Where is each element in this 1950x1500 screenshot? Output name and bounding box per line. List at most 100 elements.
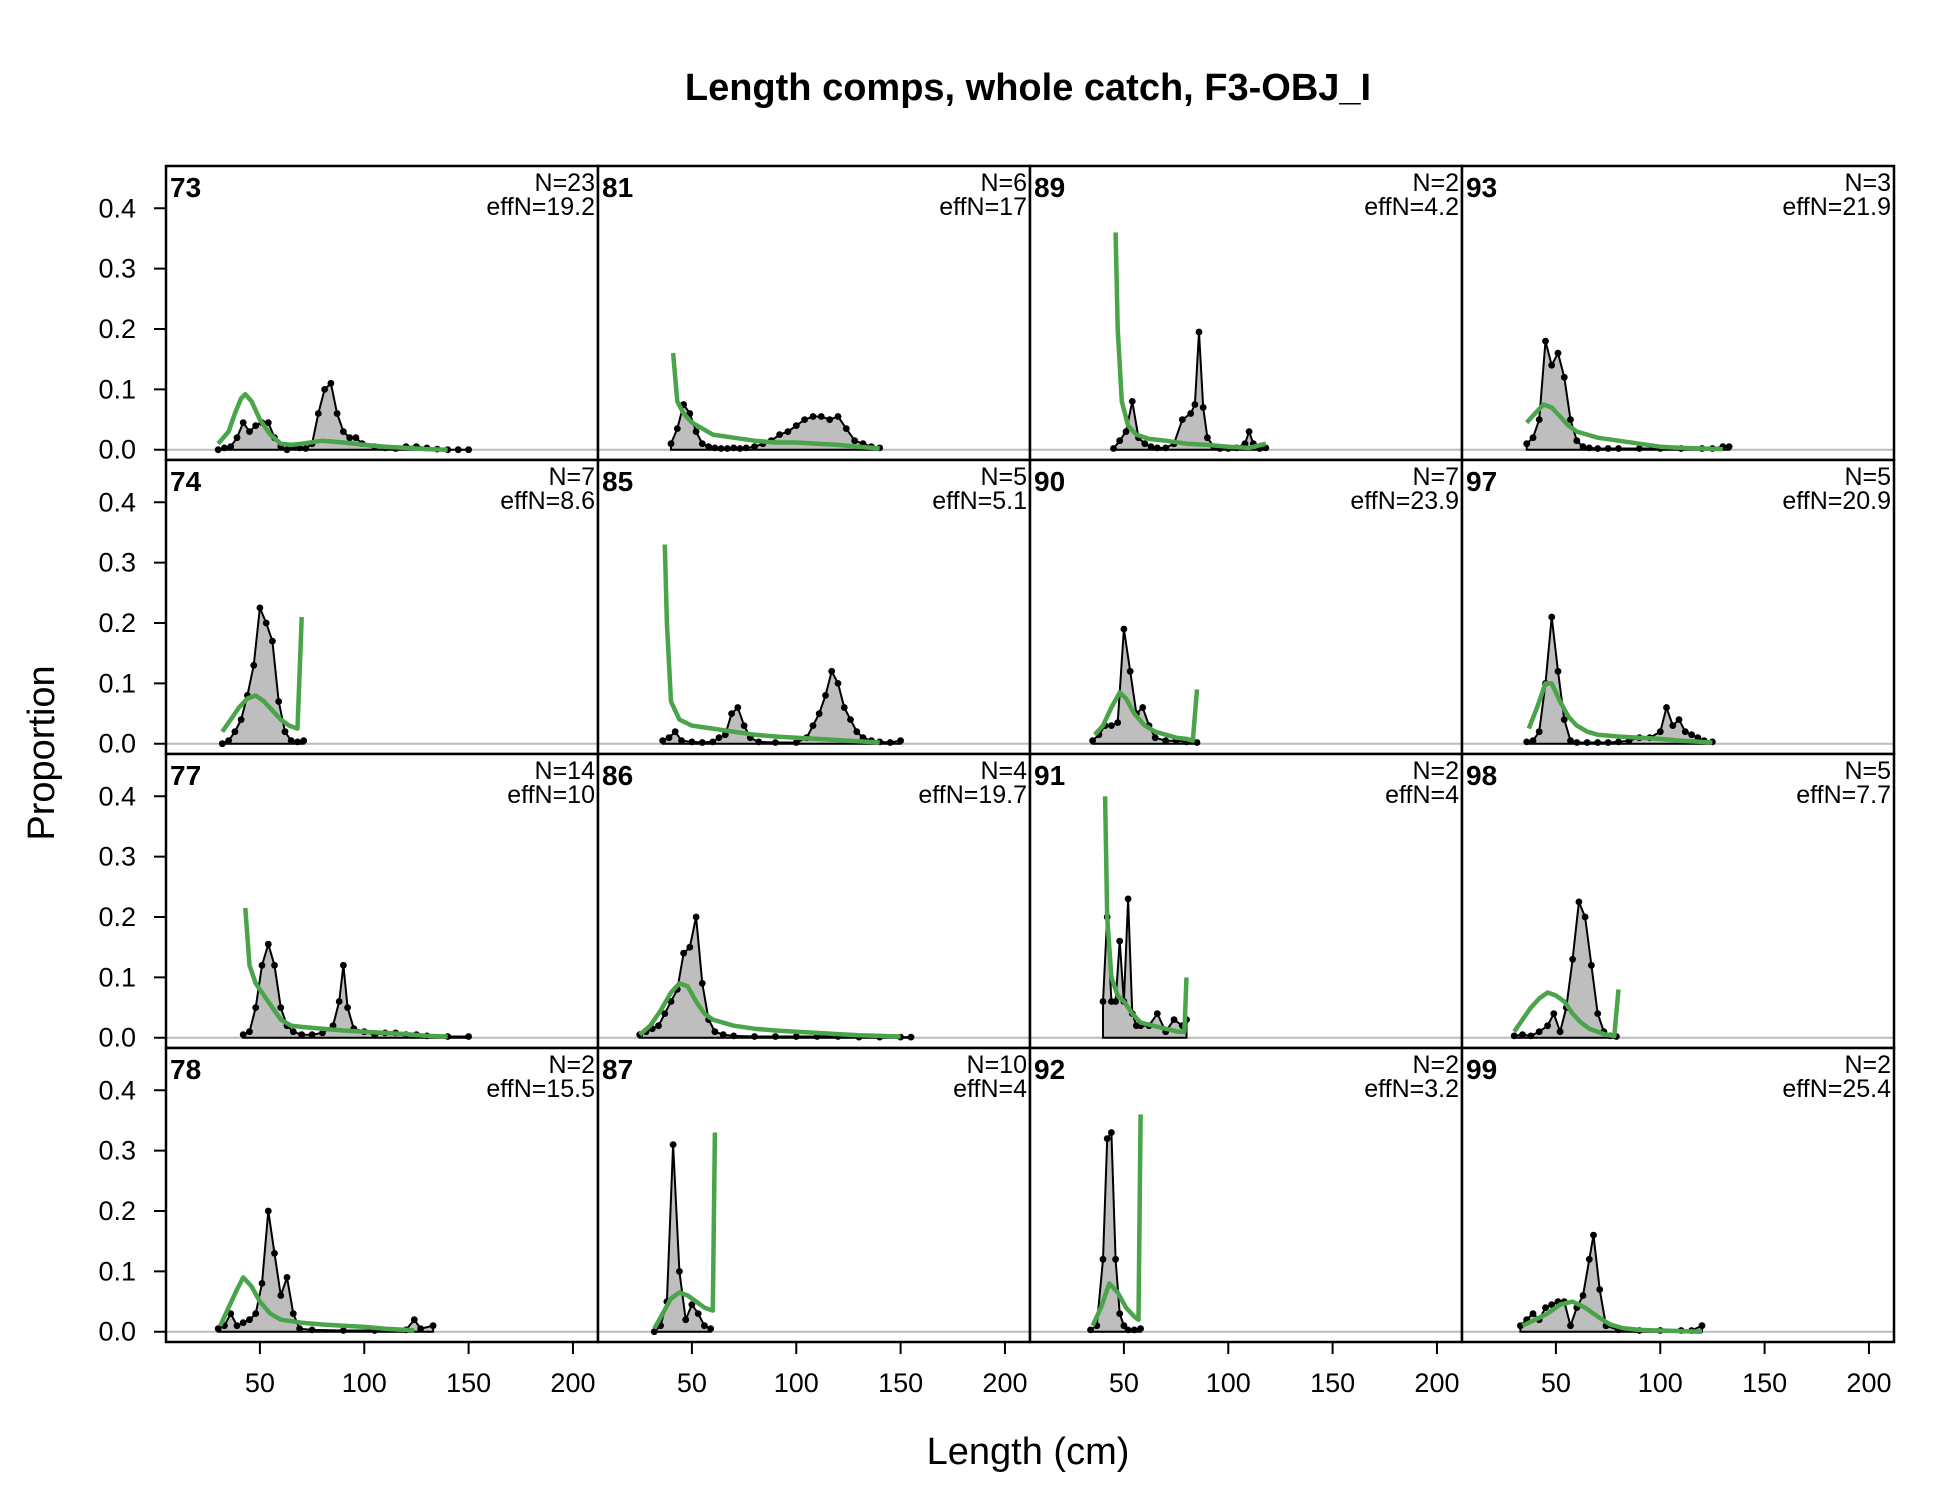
observed-point bbox=[669, 1141, 677, 1148]
observed-point bbox=[1087, 1326, 1094, 1334]
observed-point bbox=[283, 446, 291, 454]
observed-point bbox=[1141, 440, 1149, 448]
x-tick-label: 150 bbox=[446, 1368, 491, 1398]
observed-point bbox=[429, 1322, 437, 1330]
panel-background bbox=[166, 460, 598, 754]
y-tick-label: 0.4 bbox=[98, 1075, 136, 1105]
observed-point bbox=[340, 1327, 347, 1334]
y-tick-label: 0.2 bbox=[98, 902, 136, 932]
observed-point bbox=[847, 716, 854, 723]
panel-n-label: N=10 bbox=[967, 1051, 1027, 1079]
observed-point bbox=[736, 445, 744, 452]
observed-point bbox=[776, 431, 783, 438]
observed-point bbox=[709, 738, 717, 746]
observed-point bbox=[1137, 1325, 1144, 1333]
observed-point bbox=[1556, 1028, 1564, 1036]
observed-point bbox=[1527, 1032, 1535, 1040]
observed-point bbox=[281, 728, 289, 736]
observed-point bbox=[465, 1033, 472, 1040]
panel-background bbox=[1462, 460, 1894, 754]
expected-line bbox=[638, 981, 901, 1039]
observed-point bbox=[1569, 955, 1576, 963]
observed-point bbox=[650, 1328, 658, 1336]
panel-effn-label: effN=4 bbox=[953, 1075, 1027, 1103]
observed-point bbox=[227, 443, 235, 451]
observed-point bbox=[1116, 937, 1124, 945]
x-tick-label: 100 bbox=[1206, 1368, 1251, 1398]
y-axis-label: Proportion bbox=[21, 665, 63, 840]
observed-point bbox=[1548, 1301, 1556, 1308]
observed-point bbox=[269, 637, 276, 645]
x-tick-label: 150 bbox=[1310, 1368, 1355, 1398]
observed-point bbox=[1688, 731, 1695, 739]
observed-point bbox=[1523, 738, 1531, 746]
observed-point bbox=[1089, 737, 1096, 745]
panel-id-label: 87 bbox=[602, 1054, 633, 1085]
observed-point bbox=[1594, 739, 1602, 746]
observed-point bbox=[1675, 716, 1683, 723]
observed-point bbox=[233, 1322, 241, 1330]
x-tick-label: 200 bbox=[1414, 1368, 1459, 1398]
observed-point bbox=[701, 1322, 708, 1330]
observed-point bbox=[1594, 445, 1602, 452]
observed-point bbox=[410, 1316, 418, 1324]
expected-line bbox=[1525, 402, 1723, 452]
observed-point bbox=[1544, 1022, 1551, 1030]
observed-point bbox=[252, 1004, 260, 1011]
observed-point bbox=[298, 1031, 306, 1039]
panel-id-label: 91 bbox=[1034, 760, 1065, 791]
y-tick-label: 0.1 bbox=[98, 962, 136, 992]
observed-point bbox=[333, 410, 341, 417]
observed-point bbox=[1548, 361, 1556, 369]
observed-point bbox=[1120, 625, 1128, 633]
panel-id-label: 89 bbox=[1034, 172, 1065, 203]
observed-point bbox=[214, 1325, 222, 1333]
observed-point bbox=[1110, 445, 1117, 452]
observed-point bbox=[755, 738, 763, 746]
expected-line bbox=[652, 1132, 718, 1330]
panel-n-label: N=3 bbox=[1844, 169, 1891, 197]
observed-point bbox=[1560, 716, 1568, 723]
panel-effn-label: effN=19.7 bbox=[918, 781, 1027, 809]
panel-effn-label: effN=21.9 bbox=[1782, 193, 1891, 221]
x-tick-label: 100 bbox=[1638, 1368, 1683, 1398]
observed-point bbox=[728, 710, 735, 717]
y-tick-label: 0.2 bbox=[98, 608, 136, 638]
observed-point bbox=[252, 422, 260, 429]
observed-point bbox=[1191, 401, 1199, 408]
observed-point bbox=[1099, 1255, 1107, 1263]
observed-point bbox=[840, 704, 848, 711]
panel-effn-label: effN=25.4 bbox=[1782, 1075, 1891, 1103]
panel-id-label: 92 bbox=[1034, 1054, 1065, 1085]
observed-point bbox=[264, 1207, 272, 1215]
y-tick-label: 0.0 bbox=[98, 1317, 136, 1347]
observed-point bbox=[1573, 739, 1581, 746]
observed-point bbox=[724, 445, 731, 452]
y-tick-label: 0.4 bbox=[98, 781, 136, 811]
observed-point bbox=[1550, 1010, 1558, 1017]
expected-line bbox=[1512, 989, 1621, 1039]
observed-point bbox=[1139, 704, 1147, 711]
panel-background bbox=[1462, 754, 1894, 1048]
observed-point bbox=[246, 1316, 253, 1324]
observed-point bbox=[784, 428, 792, 435]
observed-point bbox=[886, 739, 894, 746]
observed-point bbox=[692, 428, 700, 435]
observed-point bbox=[698, 739, 706, 746]
observed-point bbox=[1204, 434, 1211, 442]
observed-point bbox=[283, 1274, 291, 1281]
panel-n-label: N=5 bbox=[1844, 463, 1891, 491]
panel-background bbox=[598, 166, 1030, 460]
observed-point bbox=[711, 444, 719, 452]
observed-point bbox=[834, 680, 842, 687]
observed-point bbox=[721, 731, 729, 739]
panel-id-label: 85 bbox=[602, 466, 633, 497]
observed-point bbox=[1548, 613, 1556, 621]
observed-point bbox=[1178, 416, 1186, 423]
observed-point bbox=[1130, 1326, 1138, 1334]
